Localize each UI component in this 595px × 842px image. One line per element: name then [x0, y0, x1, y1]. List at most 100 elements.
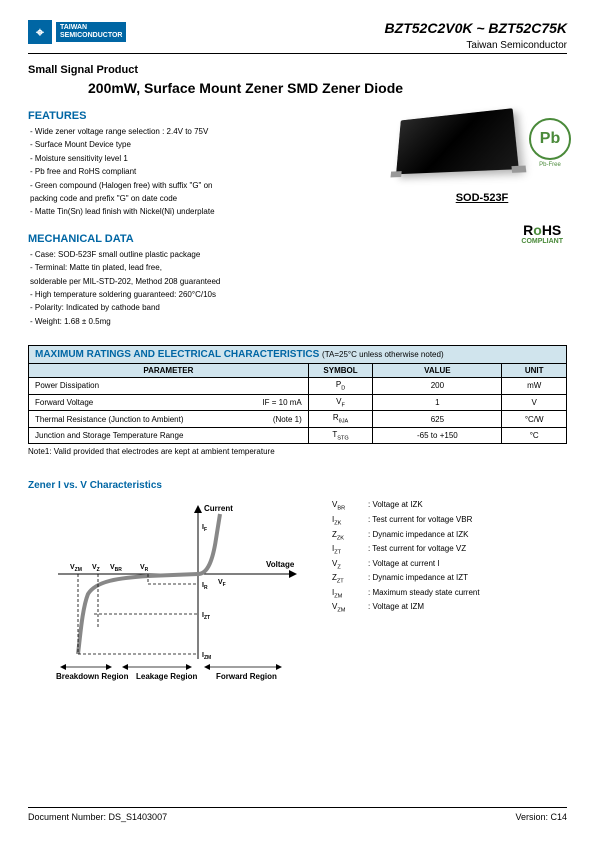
legend-desc: : Dynamic impedance at IZK	[368, 529, 468, 544]
cell-extra: (Note 1)	[273, 415, 302, 424]
small-signal-label: Small Signal Product	[28, 64, 567, 76]
product-image	[396, 108, 519, 174]
table-title-note: (TA=25°C unless otherwise noted)	[322, 350, 444, 359]
rohs-o: o	[533, 222, 542, 238]
table-row: Power Dissipation PD 200 mW	[29, 378, 567, 395]
mechanical-list: - Case: SOD-523F small outline plastic p…	[28, 249, 377, 328]
feature-item: - Matte Tin(Sn) lead finish with Nickel(…	[30, 206, 377, 218]
col-unit: UNIT	[502, 364, 567, 378]
chart-legend: VBR: Voltage at IZK IZK: Test current fo…	[332, 499, 480, 615]
logo-icon: ⌖	[28, 20, 52, 44]
mech-item: - Polarity: Indicated by cathode band	[30, 302, 377, 314]
cell: °C/W	[502, 411, 567, 428]
cell: °C	[502, 427, 567, 444]
mechanical-heading: MECHANICAL DATA	[28, 233, 377, 245]
legend-item: IZT: Test current for voltage VZ	[332, 543, 480, 558]
features-list: - Wide zener voltage range selection : 2…	[28, 126, 377, 219]
svg-text:Breakdown Region: Breakdown Region	[56, 672, 129, 681]
page-title: 200mW, Surface Mount Zener SMD Zener Dio…	[88, 80, 567, 96]
ratings-table-title: MAXIMUM RATINGS AND ELECTRICAL CHARACTER…	[28, 345, 567, 363]
svg-text:VBR: VBR	[110, 564, 122, 573]
feature-item: packing code and prefix "G" on date code	[30, 193, 377, 205]
cell: Forward Voltage	[35, 398, 93, 407]
table-row: Forward Voltage IF = 10 mA VF 1 V	[29, 394, 567, 411]
legend-desc: : Voltage at IZK	[368, 499, 423, 514]
cell-extra: IF = 10 mA	[262, 398, 301, 407]
col-symbol: SYMBOL	[308, 364, 373, 378]
features-heading: FEATURES	[28, 110, 377, 122]
cell: -65 to +150	[373, 427, 502, 444]
legend-desc: : Voltage at IZM	[368, 601, 424, 616]
table-note: Note1: Valid provided that electrodes ar…	[28, 447, 567, 456]
cell: V	[502, 394, 567, 411]
svg-text:Current: Current	[204, 504, 233, 513]
header: ⌖ TAIWAN SEMICONDUCTOR BZT52C2V0K ~ BZT5…	[28, 20, 567, 54]
mech-item: - High temperature soldering guaranteed:…	[30, 289, 377, 301]
svg-text:IR: IR	[202, 582, 208, 591]
table-header-row: PARAMETER SYMBOL VALUE UNIT	[29, 364, 567, 378]
company-name: Taiwan Semiconductor	[385, 40, 567, 51]
cell: 1	[373, 394, 502, 411]
svg-text:VR: VR	[140, 564, 149, 573]
svg-text:VF: VF	[218, 579, 226, 588]
legend-desc: : Maximum steady state current	[368, 587, 480, 602]
cell: Power Dissipation	[35, 381, 99, 390]
cell: VF	[308, 394, 373, 411]
cell: TSTG	[308, 427, 373, 444]
legend-desc: : Dynamic impedance at IZT	[368, 572, 468, 587]
feature-item: - Surface Mount Device type	[30, 139, 377, 151]
pb-free-badge: Pb	[529, 118, 571, 160]
doc-number: Document Number: DS_S1403007	[28, 812, 167, 822]
logo-line2: SEMICONDUCTOR	[60, 32, 122, 40]
legend-item: VZ: Voltage at current I	[332, 558, 480, 573]
legend-desc: : Voltage at current I	[368, 558, 440, 573]
legend-item: ZZK: Dynamic impedance at IZK	[332, 529, 480, 544]
legend-desc: : Test current for voltage VZ	[368, 543, 466, 558]
cell: mW	[502, 378, 567, 395]
feature-item: - Wide zener voltage range selection : 2…	[30, 126, 377, 138]
legend-item: ZZT: Dynamic impedance at IZT	[332, 572, 480, 587]
legend-desc: : Test current for voltage VBR	[368, 514, 472, 529]
table-row: Thermal Resistance (Junction to Ambient)…	[29, 411, 567, 428]
cell: 625	[373, 411, 502, 428]
feature-item: - Green compound (Halogen free) with suf…	[30, 180, 377, 192]
cell: 200	[373, 378, 502, 395]
footer: Document Number: DS_S1403007 Version: C1…	[28, 807, 567, 822]
package-code: SOD-523F	[456, 192, 509, 204]
ratings-table: PARAMETER SYMBOL VALUE UNIT Power Dissip…	[28, 363, 567, 444]
table-title-text: MAXIMUM RATINGS AND ELECTRICAL CHARACTER…	[35, 349, 319, 360]
chart-title: Zener I vs. V Characteristics	[28, 480, 567, 491]
legend-item: VZM: Voltage at IZM	[332, 601, 480, 616]
company-logo: ⌖ TAIWAN SEMICONDUCTOR	[28, 20, 126, 44]
svg-text:Leakage Region: Leakage Region	[136, 672, 197, 681]
pb-text: Pb	[540, 130, 560, 148]
legend-item: VBR: Voltage at IZK	[332, 499, 480, 514]
cell: PD	[308, 378, 373, 395]
feature-item: - Moisture sensitivity level 1	[30, 153, 377, 165]
legend-item: IZM: Maximum steady state current	[332, 587, 480, 602]
svg-text:VZ: VZ	[92, 564, 100, 573]
version: Version: C14	[515, 812, 567, 822]
logo-text: TAIWAN SEMICONDUCTOR	[56, 22, 126, 41]
svg-text:IF: IF	[202, 524, 207, 533]
svg-text:Forward Region: Forward Region	[216, 672, 277, 681]
legend-item: IZK: Test current for voltage VBR	[332, 514, 480, 529]
svg-text:IZT: IZT	[202, 612, 210, 621]
logo-line1: TAIWAN	[60, 24, 122, 32]
mech-item: - Case: SOD-523F small outline plastic p…	[30, 249, 377, 261]
svg-text:IZM: IZM	[202, 652, 211, 661]
iv-chart: Current Voltage VZM VZ VBR VR VF IR IZT …	[48, 499, 308, 689]
rohs-badge: RoHS COMPLIANT	[521, 222, 563, 245]
rohs-r: R	[523, 222, 533, 238]
mech-item: - Terminal: Matte tin plated, lead free,	[30, 262, 377, 274]
rohs-hs: HS	[542, 222, 561, 238]
feature-item: - Pb free and RoHS compliant	[30, 166, 377, 178]
col-parameter: PARAMETER	[29, 364, 309, 378]
mech-item: solderable per MIL-STD-202, Method 208 g…	[30, 276, 377, 288]
mech-item: - Weight: 1.68 ± 0.5mg	[30, 316, 377, 328]
table-row: Junction and Storage Temperature Range T…	[29, 427, 567, 444]
col-value: VALUE	[373, 364, 502, 378]
pb-free-label: Pb-Free	[529, 162, 571, 168]
cell: RθJA	[308, 411, 373, 428]
svg-text:Voltage: Voltage	[266, 560, 295, 569]
